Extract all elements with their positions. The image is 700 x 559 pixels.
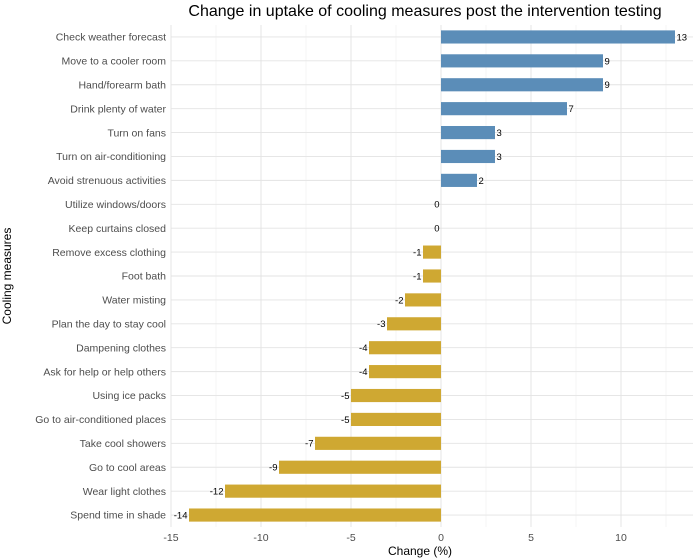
bar [315,436,441,450]
category-label: Go to air-conditioned places [35,414,166,426]
data-label: -5 [341,391,349,402]
category-label: Remove excess clothing [52,247,166,259]
category-label: Spend time in shade [70,510,166,522]
x-tick-label: -5 [346,532,355,544]
data-label: 9 [605,80,610,91]
bar [441,149,495,164]
data-label: 7 [569,104,574,115]
category-label: Water misting [102,295,166,307]
bar [423,245,441,259]
plot-area: Check weather forecast 13 Move to a cooler… [35,25,693,544]
bar [441,125,495,140]
data-label: 3 [497,152,502,163]
data-label: -7 [305,439,313,450]
bar [369,365,441,379]
x-tick-label: 10 [615,532,627,544]
bar [279,460,441,474]
x-axis-title: Change (%) [388,544,452,558]
bar [351,412,441,427]
data-label: -14 [174,510,188,521]
data-label: 0 [434,200,439,211]
data-label: -4 [359,367,367,378]
data-label: 0 [434,224,439,235]
bar [189,508,441,522]
category-label: Keep curtains closed [69,223,167,235]
data-label: -2 [395,295,403,306]
bar [441,78,603,92]
category-label: Plan the day to stay cool [52,319,166,331]
bar [387,317,441,331]
bar [441,173,477,187]
category-label: Turn on fans [107,127,166,139]
category-label: Foot bath [122,271,167,283]
x-tick-label: -15 [163,532,178,544]
data-label: -9 [269,463,277,474]
data-label: -3 [377,319,385,330]
bar [441,54,603,68]
bar [351,388,441,403]
x-tick-label: 0 [438,532,444,544]
x-tick-label: -10 [253,532,268,544]
x-tick-label: 5 [528,532,534,544]
data-label: -1 [413,247,421,258]
category-label: Avoid strenuous activities [48,175,166,187]
y-axis-title: Cooling measures [0,228,14,325]
category-label: Hand/forearm bath [78,79,166,91]
chart-title: Change in uptake of cooling measures pos… [188,3,661,20]
category-label: Using ice packs [92,390,166,402]
category-label: Dampening clothes [76,342,166,354]
data-label: 3 [497,128,502,139]
category-label: Wear light clothes [83,486,166,498]
bar [225,484,441,498]
data-label: -5 [341,415,349,426]
category-label: Go to cool areas [89,462,166,474]
category-label: Drink plenty of water [70,103,166,115]
category-label: Ask for help or help others [43,366,166,378]
bar [423,269,441,283]
category-label: Utilize windows/doors [65,199,166,211]
bar [369,341,441,355]
category-label: Turn on air-conditioning [56,151,166,163]
bar [441,102,567,116]
data-label: -1 [413,271,421,282]
data-label: -4 [359,343,367,354]
category-label: Check weather forecast [56,32,166,44]
bar [405,293,441,307]
data-label: 13 [677,32,688,43]
category-label: Move to a cooler room [62,56,167,68]
data-label: -12 [210,487,224,498]
data-label: 2 [479,176,484,187]
data-label: 9 [605,56,610,67]
bar [441,30,675,44]
category-label: Take cool showers [80,438,166,450]
